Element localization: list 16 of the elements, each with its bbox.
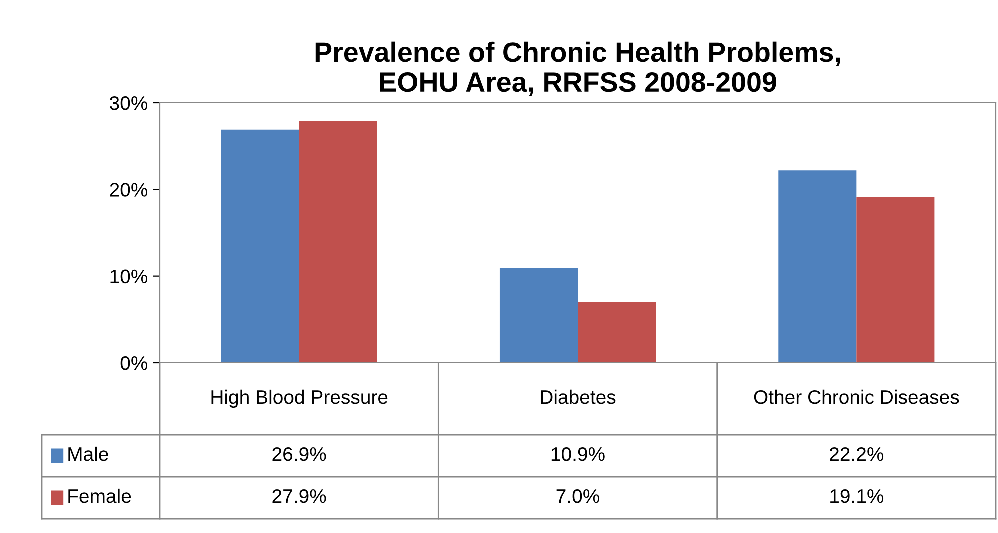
data-label: 19.1%	[830, 489, 884, 504]
chart-title: Prevalence of Chronic Health Problems, EOHU Area, RRFSS 2008-2009	[316, 42, 840, 96]
x-tick-label: Diabetes	[541, 390, 616, 404]
data-label: 7.0%	[556, 489, 600, 504]
y-tick-label: 0%	[120, 356, 148, 370]
y-tick-label: 30%	[110, 96, 148, 110]
legend-label: Female	[68, 488, 132, 504]
legend-label: Male	[68, 446, 108, 462]
y-tick-label: 20%	[110, 183, 148, 197]
data-label: 27.9%	[272, 489, 326, 504]
y-tick-label: 10%	[110, 270, 148, 284]
x-tick-label: Other Chronic Diseases	[754, 390, 960, 404]
x-tick-label: High Blood Pressure	[212, 390, 388, 408]
data-label: 22.2%	[830, 447, 884, 462]
data-label: 26.9%	[272, 447, 326, 462]
data-label: 10.9%	[552, 447, 605, 462]
